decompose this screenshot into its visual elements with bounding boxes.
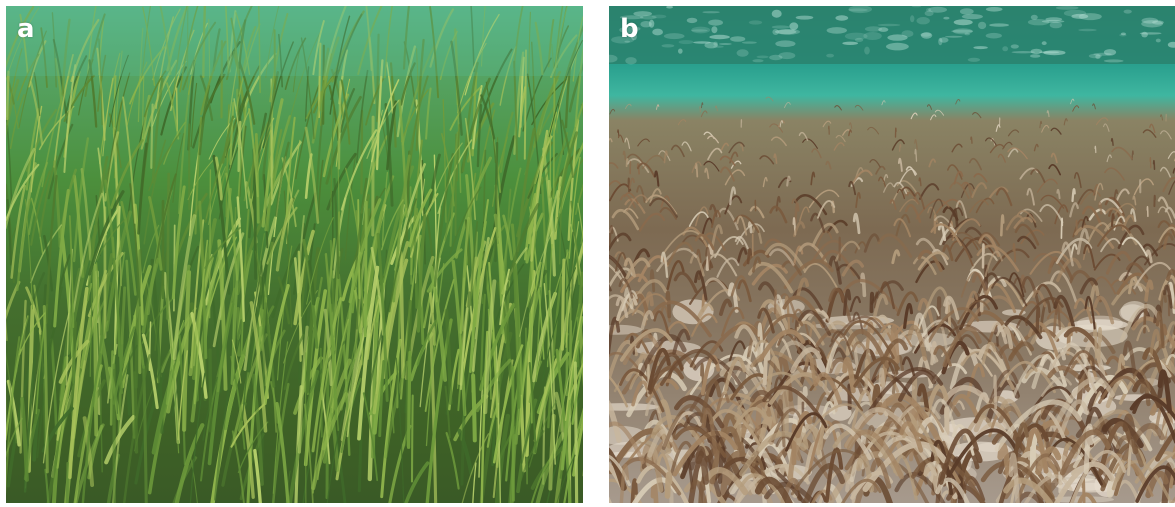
panel-label-b: b (620, 14, 639, 44)
panel-label-a: a (17, 14, 35, 44)
green-seagrass-meadow-image (6, 6, 583, 503)
panel-a-green-seagrass-photo: a (6, 6, 583, 503)
brown-seagrass-meadow-image (609, 6, 1175, 503)
panel-b-brown-seagrass-photo: b (609, 6, 1175, 503)
